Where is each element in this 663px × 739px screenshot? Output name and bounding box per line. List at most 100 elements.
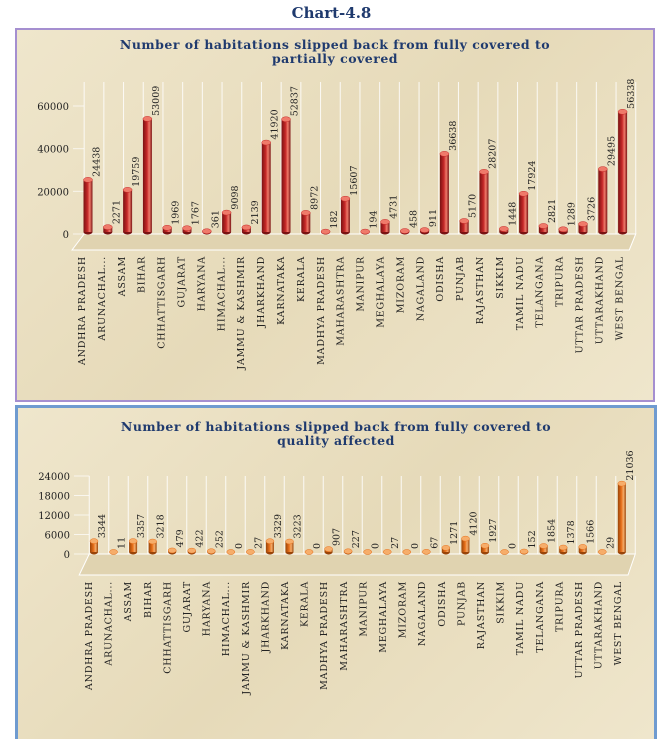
category-label: RAJASTHAN	[476, 581, 487, 649]
bar-top	[103, 225, 112, 230]
bar	[618, 484, 626, 552]
data-label: 41920	[270, 109, 281, 139]
category-label: BIHAR	[137, 256, 148, 293]
category-label: HIMACHAL...	[221, 581, 232, 656]
bar	[341, 199, 350, 232]
data-label: 3726	[587, 197, 598, 221]
data-label: 53009	[151, 86, 162, 116]
bar	[618, 112, 627, 232]
category-label: CHHATTISGARH	[157, 256, 168, 349]
data-label: 2821	[547, 199, 558, 223]
data-label: 3329	[273, 514, 284, 538]
data-label: 11	[117, 537, 128, 549]
category-label: MAHARASHTRA	[336, 256, 347, 346]
category-label: TRIPURA	[555, 256, 566, 307]
bar-top	[461, 536, 469, 541]
category-label: UTTARAKHAND	[594, 581, 605, 669]
data-label: 0	[371, 543, 382, 549]
data-label: 422	[195, 529, 206, 547]
y-tick-label: 12000	[38, 511, 70, 522]
bar-top	[579, 222, 588, 227]
category-label: HIMACHAL...	[216, 256, 227, 331]
data-label: 1854	[547, 519, 558, 543]
category-label: TAMIL NADU	[515, 581, 526, 655]
category-label: ASSAM	[117, 256, 128, 297]
data-label: 227	[351, 530, 362, 548]
category-label: KARNATAKA	[280, 581, 291, 650]
bar-top	[282, 117, 291, 122]
category-label: MIZORAM	[398, 581, 409, 638]
chart-floor	[72, 234, 636, 250]
bar	[222, 213, 231, 232]
data-label: 1566	[586, 520, 597, 544]
chart-panel-partially-covered: Number of habitations slipped back from …	[15, 28, 655, 402]
bar-top	[539, 223, 548, 228]
bar-top	[501, 550, 509, 555]
data-label: 3344	[97, 514, 108, 538]
bar-top	[246, 549, 254, 554]
data-label: 19759	[131, 157, 142, 187]
bar-top	[129, 539, 137, 544]
data-label: 52837	[290, 86, 301, 116]
bar-top	[202, 229, 211, 234]
category-label: TELANGANA	[535, 581, 546, 653]
y-tick-label: 0	[64, 550, 70, 561]
data-label: 0	[234, 543, 245, 549]
data-label: 67	[429, 537, 440, 549]
data-label: 56338	[626, 79, 637, 109]
bar	[598, 169, 607, 232]
bar-top	[420, 228, 429, 233]
category-label: HARYANA	[202, 581, 213, 636]
bar-top	[403, 550, 411, 555]
bar-top	[618, 481, 626, 486]
bar-top	[440, 151, 449, 156]
bar	[84, 180, 93, 232]
category-label: NAGALAND	[415, 256, 426, 321]
data-label: 15607	[349, 165, 360, 195]
category-label: WEST BENGAL	[613, 581, 624, 665]
data-label: 3218	[156, 514, 167, 538]
data-label: 4120	[468, 511, 479, 535]
bar-top	[305, 550, 313, 555]
bar	[262, 143, 271, 232]
data-label: 29	[605, 537, 616, 549]
bar	[519, 194, 528, 232]
bar-top	[344, 549, 352, 554]
category-label: MIZORAM	[395, 256, 406, 313]
bar-top	[400, 229, 409, 234]
category-label: UTTARAKHAND	[594, 256, 605, 344]
bar	[143, 119, 152, 232]
category-label: ODISHA	[437, 581, 448, 627]
y-tick-label: 24000	[38, 472, 70, 483]
data-label: 911	[428, 209, 439, 227]
category-label: HARYANA	[196, 256, 207, 311]
bar-top	[519, 191, 528, 196]
bar-top	[361, 229, 370, 234]
category-label: RAJASTHAN	[475, 256, 486, 324]
data-label: 1969	[171, 201, 182, 225]
category-label: MANIPUR	[356, 256, 367, 312]
data-label: 152	[527, 530, 538, 548]
bar-top	[598, 167, 607, 172]
bar-top	[325, 547, 333, 552]
bar-top	[149, 539, 157, 544]
bar-top	[188, 548, 196, 553]
category-label: MANIPUR	[358, 581, 369, 637]
category-label: MAHARASHTRA	[339, 581, 350, 671]
data-label: 0	[508, 543, 519, 549]
category-label: JHARKHAND	[256, 256, 267, 328]
bar-top	[110, 549, 118, 554]
y-tick-label: 40000	[37, 145, 69, 156]
bar-top	[227, 550, 235, 555]
category-label: JHARKHAND	[260, 581, 271, 653]
category-label: UTTAR PRADESH	[574, 581, 585, 679]
bar-top	[364, 550, 372, 555]
bar-top	[520, 549, 528, 554]
category-label: KERALA	[300, 581, 311, 627]
bar-top	[598, 549, 606, 554]
bar-top	[163, 225, 172, 230]
bar	[123, 190, 132, 232]
category-label: KERALA	[296, 256, 307, 302]
category-label: ARUNACHAL...	[104, 581, 115, 667]
